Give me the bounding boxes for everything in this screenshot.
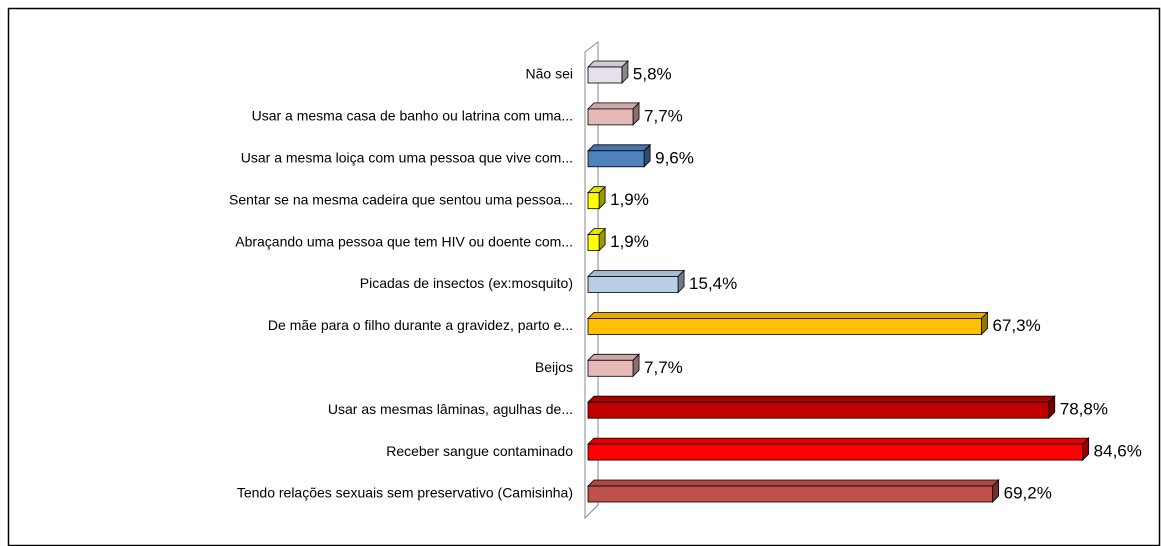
bar: [587, 192, 600, 210]
bar-top: [587, 353, 640, 361]
chart-frame: [7, 7, 1161, 546]
value-label: 9,6%: [655, 148, 694, 167]
bar: [587, 150, 645, 168]
bar: [587, 443, 1084, 461]
category-label: Usar a mesma casa de banho ou latrina co…: [252, 108, 573, 124]
bar: [587, 317, 982, 335]
bar-top: [587, 395, 1056, 403]
category-label: Picadas de insectos (ex:mosquito): [360, 275, 573, 291]
value-label: 1,9%: [610, 232, 649, 251]
bar-top: [587, 479, 1000, 487]
category-label: De mãe para o filho durante a gravidez, …: [268, 317, 573, 333]
value-label: 78,8%: [1060, 400, 1108, 419]
category-label: Usar a mesma loiça com uma pessoa que vi…: [241, 150, 573, 166]
value-label: 67,3%: [993, 316, 1041, 335]
bar: [587, 401, 1050, 419]
category-label: Receber sangue contaminado: [386, 443, 573, 459]
bar: [587, 66, 623, 84]
category-label: Tendo relações sexuais sem preservativo …: [237, 485, 573, 501]
bar-top: [587, 144, 652, 152]
category-label: Não sei: [526, 66, 573, 82]
value-label: 7,7%: [644, 106, 683, 125]
value-label: 7,7%: [644, 358, 683, 377]
category-label: Beijos: [535, 359, 573, 375]
bar: [587, 108, 634, 126]
category-label: Abraçando uma pessoa que tem HIV ou doen…: [235, 233, 573, 249]
category-label: Usar as mesmas lâminas, agulhas de...: [328, 401, 573, 417]
bar: [587, 359, 634, 377]
bar-top: [587, 60, 629, 68]
value-label: 1,9%: [610, 190, 649, 209]
category-label: Sentar se na mesma cadeira que sentou um…: [229, 191, 573, 207]
bar-top: [587, 102, 640, 110]
value-label: 5,8%: [633, 64, 672, 83]
bar-top: [587, 437, 1090, 445]
bar-top: [587, 270, 686, 277]
value-label: 69,2%: [1004, 483, 1052, 502]
bar-top: [587, 311, 989, 319]
bar: [587, 234, 600, 252]
bar: [587, 485, 994, 503]
bar: [587, 276, 679, 293]
value-label: 84,6%: [1094, 442, 1142, 461]
value-label: 15,4%: [689, 274, 737, 293]
